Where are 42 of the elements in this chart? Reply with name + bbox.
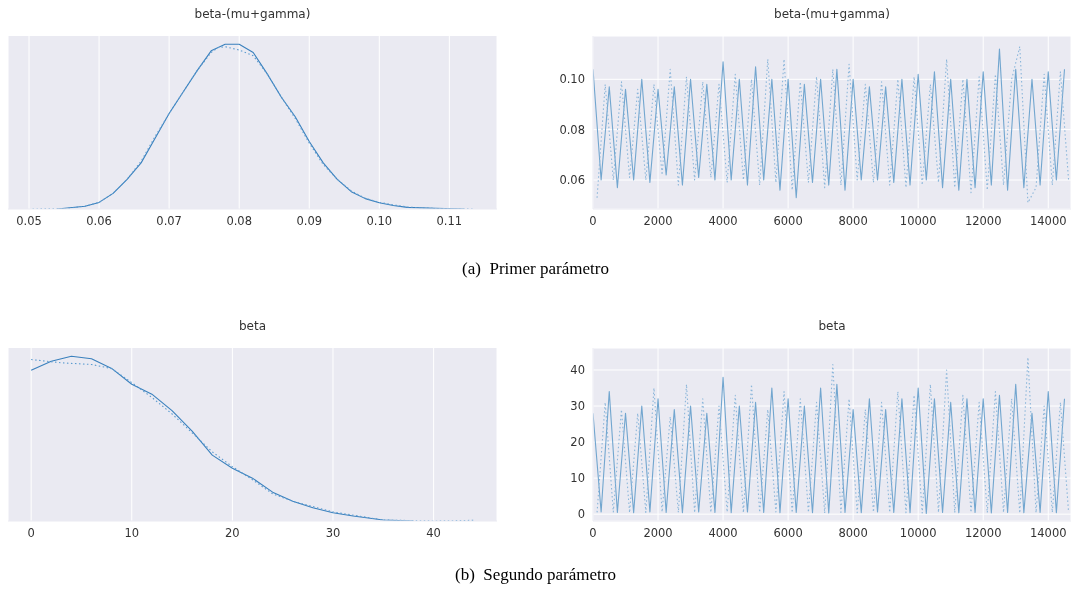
- x-tick-label: 40: [426, 526, 441, 541]
- x-tick-label: 2000: [643, 214, 673, 229]
- x-tick-label: 4000: [708, 526, 738, 541]
- y-tick-label: 40: [570, 363, 585, 378]
- x-tick-label: 30: [325, 526, 341, 541]
- x-tick-label: 0.05: [16, 214, 42, 229]
- x-tick-label: 14000: [1029, 214, 1067, 229]
- x-tick-label: 0.09: [296, 214, 323, 229]
- y-tick-label: 30: [570, 399, 585, 414]
- x-tick-label: 10000: [899, 214, 937, 229]
- x-tick-label: 0.11: [436, 214, 463, 229]
- y-tick-label: 20: [570, 435, 585, 450]
- x-tick-label: 0: [589, 526, 597, 541]
- x-tick-label: 8000: [838, 526, 868, 541]
- x-tick-label: 2000: [643, 526, 673, 541]
- chart-title: beta-(mu+gamma): [773, 7, 891, 21]
- x-tick-label: 4000: [708, 214, 738, 229]
- x-tick-label: 0.10: [366, 214, 393, 229]
- x-tick-label: 10000: [899, 526, 937, 541]
- chart-title: beta: [237, 319, 268, 333]
- x-tick-label: 12000: [964, 526, 1002, 541]
- x-tick-label: 0: [27, 526, 35, 541]
- chart-title: beta-(mu+gamma): [193, 7, 312, 21]
- x-tick-label: 0.07: [156, 214, 182, 229]
- x-tick-label: 0.06: [86, 214, 112, 229]
- x-tick-label: 20: [225, 526, 240, 541]
- chart-title: beta: [817, 319, 847, 333]
- x-tick-label: 0.08: [226, 214, 252, 229]
- text: (b) Segundo parámetro: [454, 565, 617, 585]
- text: (a) Primer parámetro: [461, 259, 610, 279]
- y-tick-label: 0.08: [559, 122, 585, 137]
- y-tick-label: 0.06: [559, 173, 585, 188]
- y-tick-label: 0: [577, 507, 585, 522]
- x-tick-label: 6000: [773, 526, 803, 541]
- y-tick-label: 0.10: [559, 72, 585, 87]
- x-tick-label: 10: [124, 526, 140, 541]
- x-tick-label: 14000: [1029, 526, 1067, 541]
- x-tick-label: 8000: [838, 214, 868, 229]
- x-tick-label: 6000: [773, 214, 803, 229]
- y-tick-label: 10: [570, 471, 585, 486]
- x-tick-label: 12000: [964, 214, 1002, 229]
- x-tick-label: 0: [589, 214, 597, 229]
